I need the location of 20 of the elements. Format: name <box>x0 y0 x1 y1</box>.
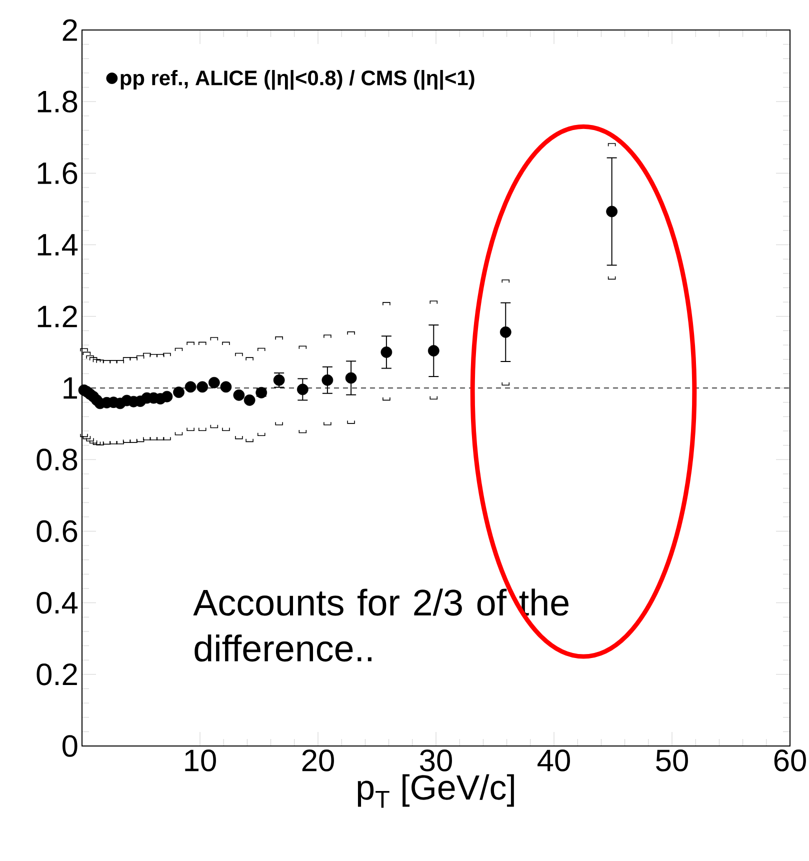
y-tick-label: 0.6 <box>36 520 78 542</box>
y-tick-label: 0.4 <box>36 592 78 614</box>
x-tick-label: 50 <box>656 750 688 772</box>
x-tick-label: 20 <box>302 750 334 772</box>
y-tick-label: 1.2 <box>38 306 77 328</box>
x-tick-label: 10 <box>185 750 216 772</box>
legend-label: pp ref., ALICE (|η|<0.8) / CMS (|η|<1) <box>120 70 474 90</box>
y-tick-label: 2 <box>62 19 77 41</box>
y-tick-label: 1.4 <box>38 234 78 256</box>
y-tick-label: 1.8 <box>38 90 78 113</box>
y-tick-label: 1.6 <box>38 162 78 184</box>
y-tick-label: 0.2 <box>36 663 77 686</box>
x-tick-label: 30 <box>420 750 452 772</box>
annotation: Accounts for 2/3 of the difference.. <box>193 588 568 662</box>
y-tick-label: 1 <box>64 377 77 399</box>
x-tick-label: 40 <box>538 750 570 772</box>
y-tick-label: 0 <box>62 735 78 757</box>
y-tick-label: 0.8 <box>36 448 78 471</box>
x-tick-label: 60 <box>774 750 806 772</box>
x-axis-title: p$_{T}$ [GeV/c] <box>358 774 514 808</box>
